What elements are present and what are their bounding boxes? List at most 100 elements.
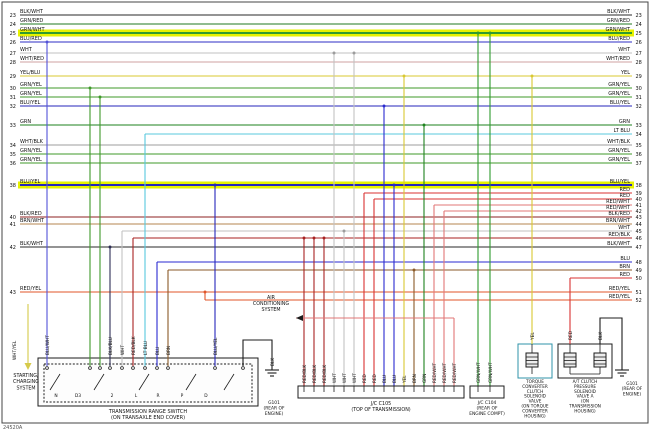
right-wire-label: LT BLU xyxy=(614,128,631,134)
c105-label: J/C C105 xyxy=(370,401,391,407)
wire-color-label: BLU xyxy=(155,347,161,355)
left-wire-label: GRN/YEL xyxy=(20,148,42,154)
switch-contact xyxy=(131,366,135,370)
right-pin-number: 45 xyxy=(636,229,642,235)
junction-dot xyxy=(108,245,112,249)
wire-color-label: BRN xyxy=(166,346,172,355)
right-pin-number: 36 xyxy=(636,152,642,158)
right-pin-number: 46 xyxy=(636,236,642,242)
left-pin-number: 40 xyxy=(10,215,16,221)
starting-charging-label: SYSTEM xyxy=(16,385,35,391)
junction-dot xyxy=(203,290,207,294)
at-solenoid-label: HOUSING) xyxy=(574,408,596,413)
right-pin-number: 43 xyxy=(636,215,642,221)
g101-left-label: ENGINE) xyxy=(265,411,284,417)
right-pin-number: 25 xyxy=(636,31,642,37)
wire-color-label: YEL xyxy=(530,332,536,341)
wire-color-label: RED xyxy=(362,374,367,383)
right-wire-label: BLU xyxy=(620,256,630,262)
wire-color-label: GRN xyxy=(422,374,427,383)
wire-color-label: RED/BLK xyxy=(322,365,327,383)
right-wire-label: GRN/WHT xyxy=(605,27,630,33)
left-wire-label: GRN/RED xyxy=(20,18,43,24)
wire-color-label: WHT xyxy=(120,345,126,355)
right-wire-label: BRN xyxy=(619,264,630,270)
right-wire-label: BRN/WHT xyxy=(606,218,631,224)
left-pin-number: 23 xyxy=(10,13,16,19)
ac-arrow xyxy=(296,315,303,321)
right-pin-number: 23 xyxy=(636,13,642,19)
left-pin-number: 31 xyxy=(10,95,16,101)
right-pin-number: 49 xyxy=(636,268,642,274)
wire-color-label: RED/BLK xyxy=(131,336,137,355)
torque-solenoid-label: CLUTCH xyxy=(527,389,544,394)
junction-dot xyxy=(402,74,406,78)
wire-color-label: BLU xyxy=(382,375,387,383)
left-wire-label: BLK/WHT xyxy=(20,241,44,247)
junction-dot xyxy=(342,229,346,233)
left-pin-number: 29 xyxy=(10,74,16,80)
left-pin-number: 32 xyxy=(10,104,16,110)
torque-solenoid-label: CONVERTER xyxy=(522,408,548,413)
jc-c105-connector xyxy=(297,385,465,399)
right-wire-label: RED xyxy=(620,187,631,193)
left-wire-label: WHT xyxy=(20,47,33,53)
left-wire-label: WHT/BLK xyxy=(20,139,44,145)
right-wire-label: RED xyxy=(620,193,631,199)
wire-color-label: BLU/YEL xyxy=(213,337,219,355)
junction-dot xyxy=(412,268,416,272)
left-pin-number: 43 xyxy=(10,290,16,296)
footer-code: 24520A xyxy=(3,425,23,431)
right-wire-label: RED/WHT xyxy=(606,205,631,211)
starting-arrow xyxy=(24,363,32,370)
starting-charging-label: CHARGING xyxy=(13,379,39,385)
wire-color-label: BLU/WHT xyxy=(45,335,51,355)
at-solenoid-label: TRANSMISSION xyxy=(568,404,601,409)
right-pin-number: 37 xyxy=(636,161,642,167)
switch-contact xyxy=(166,366,170,370)
coil-symbol xyxy=(525,352,539,368)
left-wire-label: GRN/YEL xyxy=(20,157,42,163)
junction-dot xyxy=(332,51,336,55)
left-pin-number: 28 xyxy=(10,60,16,66)
wire-color-label: BRN xyxy=(412,374,417,383)
left-wire-label: YEL/BLU xyxy=(19,70,41,76)
ground-wire-right xyxy=(599,317,623,370)
at-solenoid-label: A/T CLUTCH xyxy=(573,379,598,384)
switch-position-label: P xyxy=(181,393,184,399)
switch-position-label: N xyxy=(54,393,57,399)
switch-contact xyxy=(98,366,102,370)
right-wire-label: BLU/YEL xyxy=(610,100,631,106)
junction-dot xyxy=(476,31,480,35)
right-pin-number: 32 xyxy=(636,104,642,110)
right-wire-label: WHT/RED xyxy=(606,56,630,62)
right-pin-number: 50 xyxy=(636,276,642,282)
left-wire-label: GRN xyxy=(20,119,31,125)
left-pin-number: 35 xyxy=(10,152,16,158)
diagram-border xyxy=(1,1,649,424)
junction-dot xyxy=(352,51,356,55)
torque-converter-solenoid-box xyxy=(517,343,553,379)
right-pin-number: 30 xyxy=(636,86,642,92)
junction-dot xyxy=(392,183,396,187)
right-pin-number: 52 xyxy=(636,298,642,304)
left-wire-label: BLK/WHT xyxy=(20,9,44,15)
right-pin-number: 51 xyxy=(636,290,642,296)
c104-label: (REAR OF xyxy=(477,405,498,411)
at-clutch-solenoid-box xyxy=(557,343,613,379)
symbol-line xyxy=(93,373,105,391)
wire-color-label: WHT xyxy=(352,373,357,383)
g101-right-label: (REAR OF xyxy=(622,386,643,392)
torque-solenoid-label: VALVE xyxy=(529,399,542,404)
right-pin-number: 24 xyxy=(636,22,642,28)
right-pin-number: 48 xyxy=(636,260,642,266)
junction-dot xyxy=(382,104,386,108)
right-wire-label: RED/YEL xyxy=(609,294,630,300)
symbol-line xyxy=(223,373,235,391)
left-wire-label: BLU/RED xyxy=(20,36,42,42)
wire-color-label: RED/WHT xyxy=(452,363,457,383)
coil-symbol xyxy=(593,352,607,368)
wire-color-label: WHT/YEL xyxy=(12,340,18,360)
junction-dot xyxy=(312,236,316,240)
